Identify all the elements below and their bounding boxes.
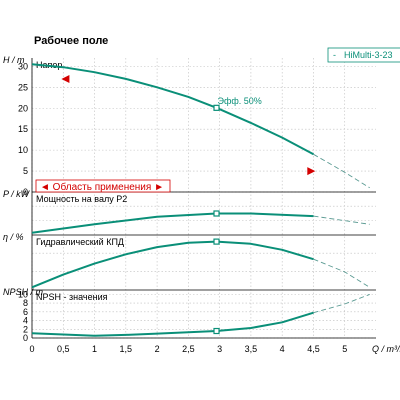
y-tick-label: 4 [23,316,28,326]
y-axis-label: P / kW [3,189,31,199]
curve-solid [31,311,314,337]
panel-efficiency: η / % Гидравлический КПД [3,232,376,291]
curve-dashed-extension [313,153,370,189]
x-axis-label: Q / m³/h [372,344,400,354]
range-start-marker [61,74,70,83]
x-tick-label: 1 [92,344,97,354]
y-tick-label: 5 [23,166,28,176]
y-tick-label: 8 [23,298,28,308]
y-axis-label: H / m [3,55,25,65]
y-tick-label: 0 [23,187,28,197]
x-tick-label: 3,5 [245,344,258,354]
x-tick-label: 2,5 [182,344,195,354]
operating-point-marker [213,104,220,111]
y-tick-label: 6 [23,307,28,317]
y-tick-label: 10 [18,145,28,155]
panel-power: P / kW Мощность на валу P2 [3,189,376,236]
operating-point-marker [213,327,220,335]
curve-solid [31,63,314,156]
panel-label: Мощность на валу P2 [36,194,127,204]
y-tick-label: 2 [23,324,28,334]
application-range-box [35,179,171,193]
x-tick-label: 5 [342,344,347,354]
x-tick-label: 3 [217,344,222,354]
x-tick-label: 0 [29,344,34,354]
curve-solid [31,240,314,289]
x-tick-label: 4,5 [307,344,320,354]
y-tick-label: 30 [18,61,28,71]
x-tick-label: 4 [280,344,285,354]
x-tick-label: 2 [155,344,160,354]
curve-solid [31,212,314,234]
panel-label: NPSH - значения [36,292,108,302]
legend: - HiMulti-3-23 [327,47,400,63]
legend-series-name: HiMulti-3-23 [344,50,393,60]
y-axis-label: η / % [3,232,24,242]
curve-dashed-extension [313,293,370,314]
y-tick-label: 25 [18,82,28,92]
legend-dash: - [333,50,336,60]
range-end-marker [307,167,316,176]
x-tick-label: 0,5 [57,344,70,354]
y-tick-label: 15 [18,124,28,134]
curve-dashed-extension [313,258,370,288]
efficiency-annotation: Эфф. 50% [218,96,262,106]
operating-point-marker [213,210,220,217]
y-tick-label: 20 [18,103,28,113]
y-tick-label: 10 [18,289,28,299]
y-axis-label: NPSH / m [3,287,44,297]
panel-label: Гидравлический КПД [36,237,124,247]
curve-dashed-extension [313,215,370,225]
x-tick-label: 1,5 [120,344,133,354]
application-range-label: ◄ Область применения ► [40,181,164,193]
y-tick-label: 0 [23,333,28,343]
chart-title: Рабочее поле [34,35,108,47]
operating-point-marker [213,238,220,245]
